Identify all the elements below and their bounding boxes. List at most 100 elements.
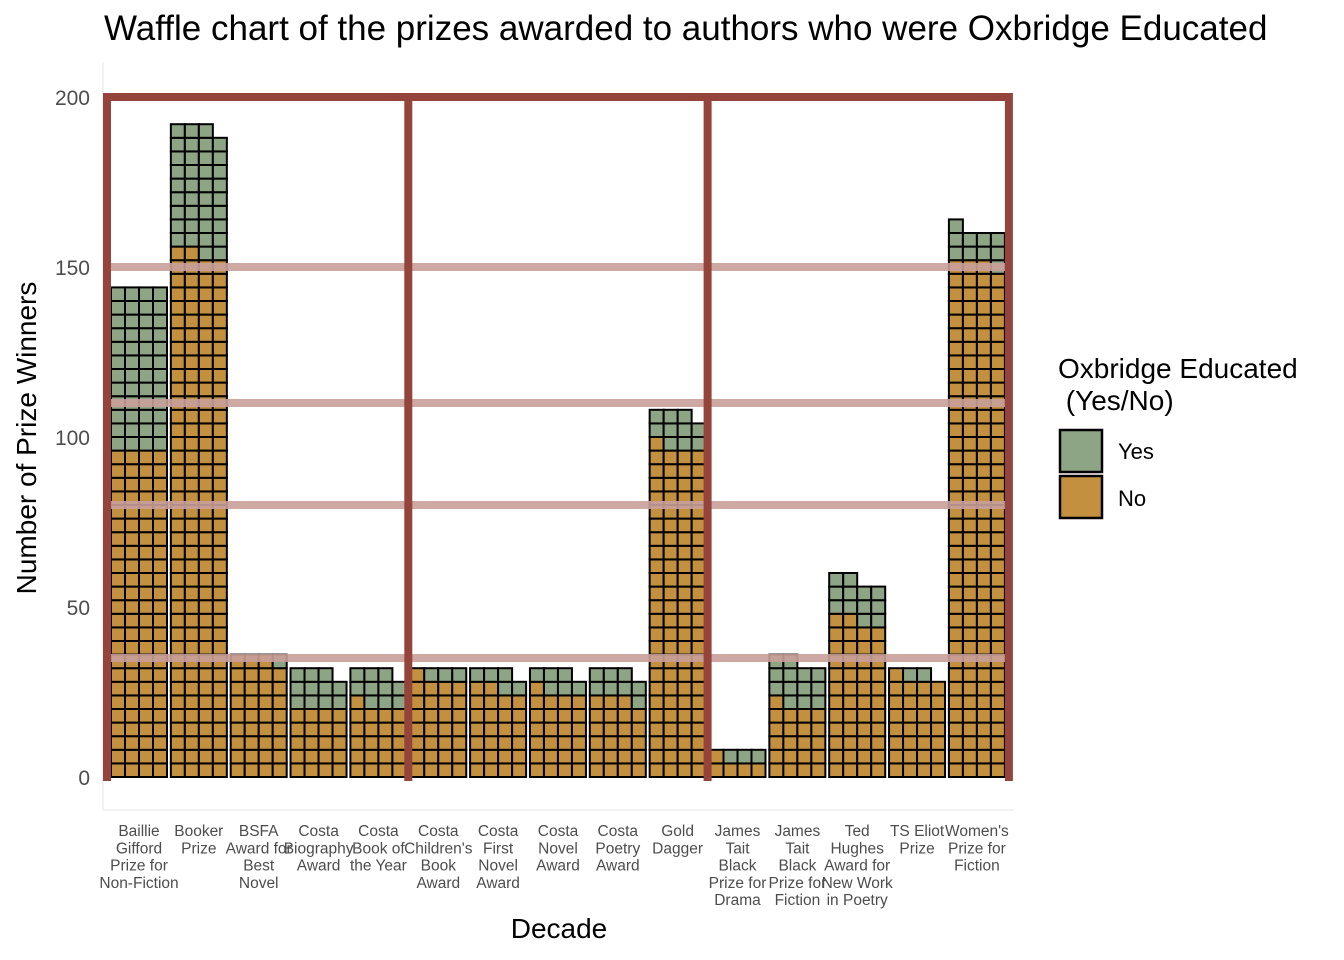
waffle-cell-no	[947, 300, 964, 316]
waffle-cell-no	[197, 694, 214, 711]
waffle-cell-no	[124, 748, 140, 765]
waffle-cell-no	[975, 599, 992, 615]
waffle-cell-no	[947, 721, 964, 738]
x-category-label: Costa	[418, 823, 459, 840]
waffle-cell-no	[183, 762, 200, 779]
waffle-cell-no	[303, 735, 320, 751]
waffle-cell-no	[349, 735, 366, 751]
waffle-cell-yes	[961, 245, 978, 262]
waffle-cell-no	[271, 735, 288, 751]
waffle-cell-no	[152, 558, 168, 575]
waffle-cell-no	[662, 721, 679, 738]
waffle-cell-no	[437, 694, 454, 711]
x-category-label: Non-Fiction	[99, 875, 178, 892]
waffle-cell-no	[662, 762, 679, 779]
waffle-cell-no	[975, 735, 992, 751]
waffle-cell-no	[528, 748, 545, 765]
waffle-cell-no	[409, 694, 426, 711]
waffle-cell-no	[211, 585, 228, 602]
waffle-cell-yes	[782, 694, 799, 711]
waffle-cell-no	[110, 735, 126, 751]
waffle-cell-no	[138, 694, 154, 711]
waffle-cell-no	[451, 762, 468, 779]
waffle-cell-no	[211, 612, 228, 629]
waffle-cell-no	[124, 463, 140, 479]
waffle-cell-no	[648, 626, 665, 643]
x-category-label: in Poetry	[827, 892, 888, 909]
x-category-label: Fiction	[775, 892, 821, 909]
waffle-cell-no	[110, 667, 126, 683]
waffle-cell-no	[690, 626, 707, 643]
waffle-cell-no	[828, 680, 845, 697]
waffle-cell-no	[169, 585, 186, 602]
waffle-cell-no	[796, 748, 813, 765]
waffle-cell-no	[197, 531, 214, 547]
waffle-cell-no	[989, 449, 1006, 466]
waffle-cell-yes	[828, 585, 845, 602]
waffle-cell-no	[662, 640, 679, 656]
waffle-cell-yes	[662, 436, 679, 452]
waffle-cell-no	[690, 449, 707, 466]
waffle-cell-no	[602, 708, 619, 724]
waffle-cell-no	[110, 599, 126, 615]
waffle-cell-no	[138, 735, 154, 751]
waffle-cell-no	[289, 762, 306, 779]
waffle-cell-yes	[377, 680, 394, 697]
waffle-cell-no	[152, 721, 168, 738]
x-category-label: Tait	[725, 840, 750, 857]
waffle-cell-no	[662, 572, 679, 588]
waffle-cell-no	[124, 640, 140, 656]
waffle-cell-no	[152, 449, 168, 466]
waffle-cell-no	[870, 762, 887, 779]
waffle-cell-no	[989, 272, 1006, 289]
waffle-cell-yes	[303, 680, 320, 697]
waffle-cell-no	[870, 708, 887, 724]
waffle-cell-no	[690, 531, 707, 547]
waffle-cell-yes	[616, 680, 633, 697]
waffle-cell-no	[676, 721, 693, 738]
waffle-cell-no	[961, 476, 978, 493]
x-category-label: New Work	[822, 875, 893, 892]
waffle-cell-no	[630, 708, 647, 724]
waffle-cell-no	[124, 599, 140, 615]
waffle-cell-no	[930, 708, 947, 724]
waffle-cell-no	[902, 680, 919, 697]
waffle-cell-no	[138, 721, 154, 738]
waffle-cell-no	[229, 748, 246, 765]
waffle-cell-no	[152, 640, 168, 656]
waffle-cell-no	[961, 408, 978, 425]
waffle-cell-no	[768, 708, 785, 724]
waffle-cell-no	[947, 381, 964, 398]
waffle-cell-yes	[648, 422, 665, 438]
waffle-cell-no	[690, 558, 707, 575]
waffle-cell-no	[768, 721, 785, 738]
waffle-cell-no	[124, 762, 140, 779]
waffle-cell-no	[257, 694, 274, 711]
waffle-cell-no	[975, 748, 992, 765]
waffle-cell-no	[197, 436, 214, 452]
waffle-cell-no	[423, 708, 440, 724]
waffle-cell-yes	[183, 136, 200, 153]
waffle-cell-no	[947, 436, 964, 452]
waffle-cell-no	[676, 544, 693, 561]
waffle-cell-no	[211, 735, 228, 751]
x-category-label: Prize	[181, 840, 216, 857]
waffle-cell-no	[947, 408, 964, 425]
waffle-cell-no	[856, 680, 873, 697]
waffle-cell-no	[349, 762, 366, 779]
waffle-cell-no	[542, 735, 559, 751]
waffle-cell-yes	[110, 313, 126, 330]
waffle-cell-no	[690, 708, 707, 724]
reference-lines	[104, 263, 1012, 662]
waffle-cell-no	[152, 572, 168, 588]
x-category-label: Prize	[899, 840, 934, 857]
waffle-cell-no	[169, 300, 186, 316]
waffle-cell-no	[197, 612, 214, 629]
waffle-cell-no	[377, 735, 394, 751]
waffle-cell-no	[483, 694, 500, 711]
waffle-cell-yes	[152, 422, 168, 438]
waffle-cell-yes	[124, 340, 140, 357]
waffle-cell-no	[570, 721, 587, 738]
waffle-cell-no	[961, 313, 978, 330]
waffle-cell-no	[211, 680, 228, 697]
